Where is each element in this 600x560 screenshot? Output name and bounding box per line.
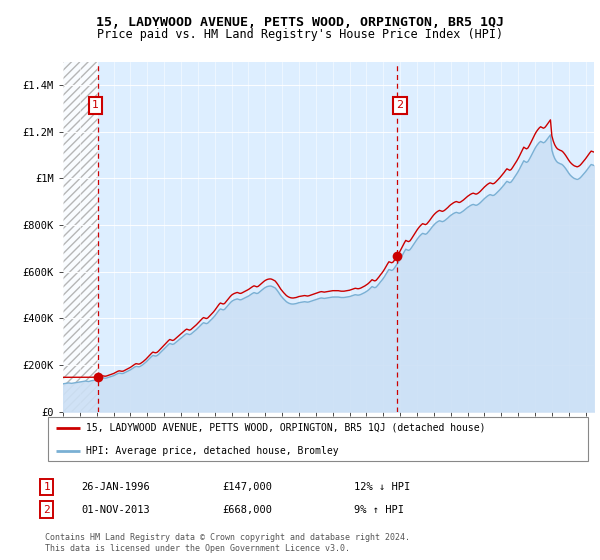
Text: 2: 2 [43, 505, 50, 515]
Text: 26-JAN-1996: 26-JAN-1996 [81, 482, 150, 492]
Text: 1: 1 [92, 100, 99, 110]
Text: 15, LADYWOOD AVENUE, PETTS WOOD, ORPINGTON, BR5 1QJ: 15, LADYWOOD AVENUE, PETTS WOOD, ORPINGT… [96, 16, 504, 29]
Text: HPI: Average price, detached house, Bromley: HPI: Average price, detached house, Brom… [86, 446, 338, 455]
Text: 12% ↓ HPI: 12% ↓ HPI [354, 482, 410, 492]
Text: 01-NOV-2013: 01-NOV-2013 [81, 505, 150, 515]
Bar [63, 62, 98, 412]
Text: 2: 2 [396, 100, 403, 110]
FancyBboxPatch shape [48, 417, 588, 461]
Text: Price paid vs. HM Land Registry's House Price Index (HPI): Price paid vs. HM Land Registry's House … [97, 28, 503, 41]
Text: £668,000: £668,000 [222, 505, 272, 515]
Text: £147,000: £147,000 [222, 482, 272, 492]
Text: 15, LADYWOOD AVENUE, PETTS WOOD, ORPINGTON, BR5 1QJ (detached house): 15, LADYWOOD AVENUE, PETTS WOOD, ORPINGT… [86, 423, 485, 432]
Text: 9% ↑ HPI: 9% ↑ HPI [354, 505, 404, 515]
Text: 1: 1 [43, 482, 50, 492]
Text: Contains HM Land Registry data © Crown copyright and database right 2024.
This d: Contains HM Land Registry data © Crown c… [45, 533, 410, 553]
